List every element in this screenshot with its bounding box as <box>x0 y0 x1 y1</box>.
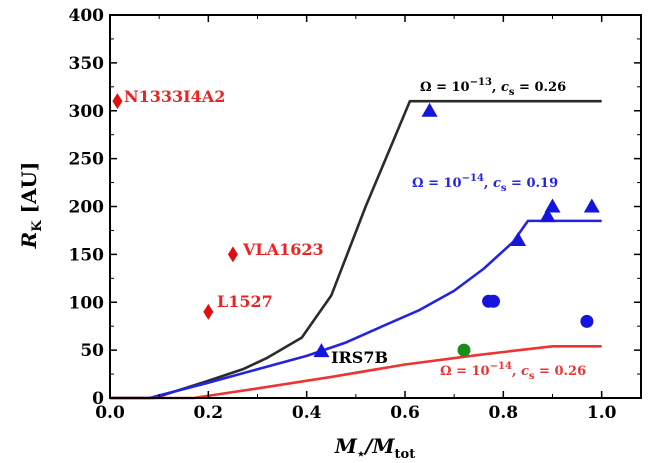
y-tick-label: 0 <box>92 389 104 409</box>
y-tick-label: 300 <box>69 102 105 122</box>
y-tick-label: 150 <box>69 245 105 265</box>
series-lines <box>110 99 602 400</box>
diamond-marker <box>203 303 214 320</box>
y-tick-label: 50 <box>80 341 104 361</box>
label-VLA1623: VLA1623 <box>242 240 324 259</box>
diamond-marker <box>227 246 238 263</box>
triangle-marker <box>313 343 330 358</box>
circle-marker <box>580 314 594 328</box>
y-tick-label: 250 <box>69 150 105 170</box>
x-axis-label: M⋆/Mtot <box>334 434 415 462</box>
series-line-2 <box>110 344 602 400</box>
annotation-red-curve: Ω = 10−14, cs = 0.26 <box>440 361 586 382</box>
y-tick-labels: 0 50 100 150 200 250 300 350 400 <box>69 6 105 409</box>
plot-frame <box>109 14 642 399</box>
x-tick-label: 0.0 <box>95 403 125 423</box>
label-L1527: L1527 <box>217 292 273 311</box>
triangle-marker <box>510 232 527 247</box>
y-axis-label: RK [AU] <box>17 162 45 250</box>
y-tick-label: 100 <box>69 293 105 313</box>
green-circle-marker <box>457 343 471 357</box>
x-tick-label: 0.8 <box>489 403 519 423</box>
x-tick-label: 1.0 <box>587 403 617 423</box>
triangle-marker <box>421 102 438 117</box>
label-IRS7B: IRS7B <box>331 348 388 367</box>
triangle-marker <box>539 208 556 223</box>
data-markers <box>112 93 600 358</box>
circle-marker <box>487 294 500 308</box>
x-tick-label: 0.4 <box>292 403 322 423</box>
tick-marks <box>109 14 641 399</box>
triangle-marker <box>544 198 561 213</box>
x-tick-label: 0.6 <box>390 403 420 423</box>
y-tick-label: 200 <box>69 198 105 218</box>
x-tick-labels: 0.0 0.2 0.4 0.6 0.8 1.0 <box>95 403 616 423</box>
diamond-marker <box>112 93 123 110</box>
label-N1333I4A2: N1333I4A2 <box>124 87 225 106</box>
annotation-blue-curve: Ω = 10−14, cs = 0.19 <box>412 173 558 194</box>
annotation-black-curve: Ω = 10−13, cs = 0.26 <box>420 77 566 98</box>
y-tick-label: 400 <box>69 6 105 26</box>
series-line-1 <box>110 219 602 400</box>
triangle-marker <box>583 198 600 213</box>
x-tick-label: 0.2 <box>194 403 224 423</box>
y-tick-label: 350 <box>69 54 105 74</box>
